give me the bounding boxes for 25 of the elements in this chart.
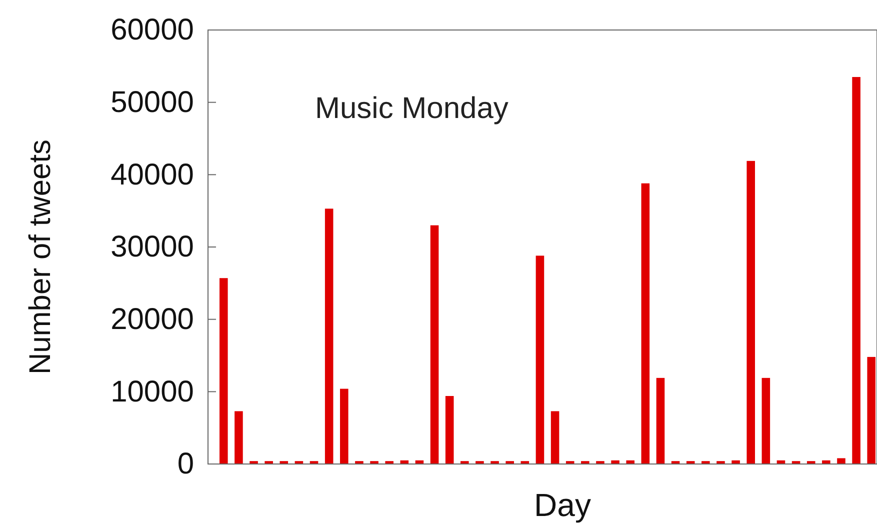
bar bbox=[220, 278, 228, 464]
bar bbox=[867, 356, 876, 464]
y-tick-label: 50000 bbox=[110, 86, 194, 119]
y-tick-label: 10000 bbox=[110, 375, 194, 408]
text: Music Monday bbox=[315, 92, 508, 125]
bar bbox=[656, 378, 665, 464]
bar bbox=[324, 208, 334, 464]
bar bbox=[430, 225, 439, 464]
bar bbox=[746, 160, 755, 464]
bar bbox=[550, 411, 560, 464]
bar bbox=[641, 183, 650, 464]
bar bbox=[762, 378, 770, 464]
y-tick-label: 20000 bbox=[110, 302, 194, 336]
bar bbox=[234, 411, 243, 464]
y-tick-label: 60000 bbox=[110, 14, 194, 47]
bar bbox=[536, 256, 544, 464]
bar bbox=[837, 458, 846, 464]
y-axis-title: Number of tweets bbox=[24, 139, 57, 375]
y-tick-label: 30000 bbox=[110, 230, 194, 264]
bar bbox=[445, 396, 454, 464]
bar bbox=[852, 77, 860, 464]
y-tick-label: 40000 bbox=[110, 158, 194, 192]
bar bbox=[340, 388, 348, 464]
x-axis-title: Day bbox=[534, 487, 591, 523]
y-tick-label: 0 bbox=[177, 448, 194, 481]
